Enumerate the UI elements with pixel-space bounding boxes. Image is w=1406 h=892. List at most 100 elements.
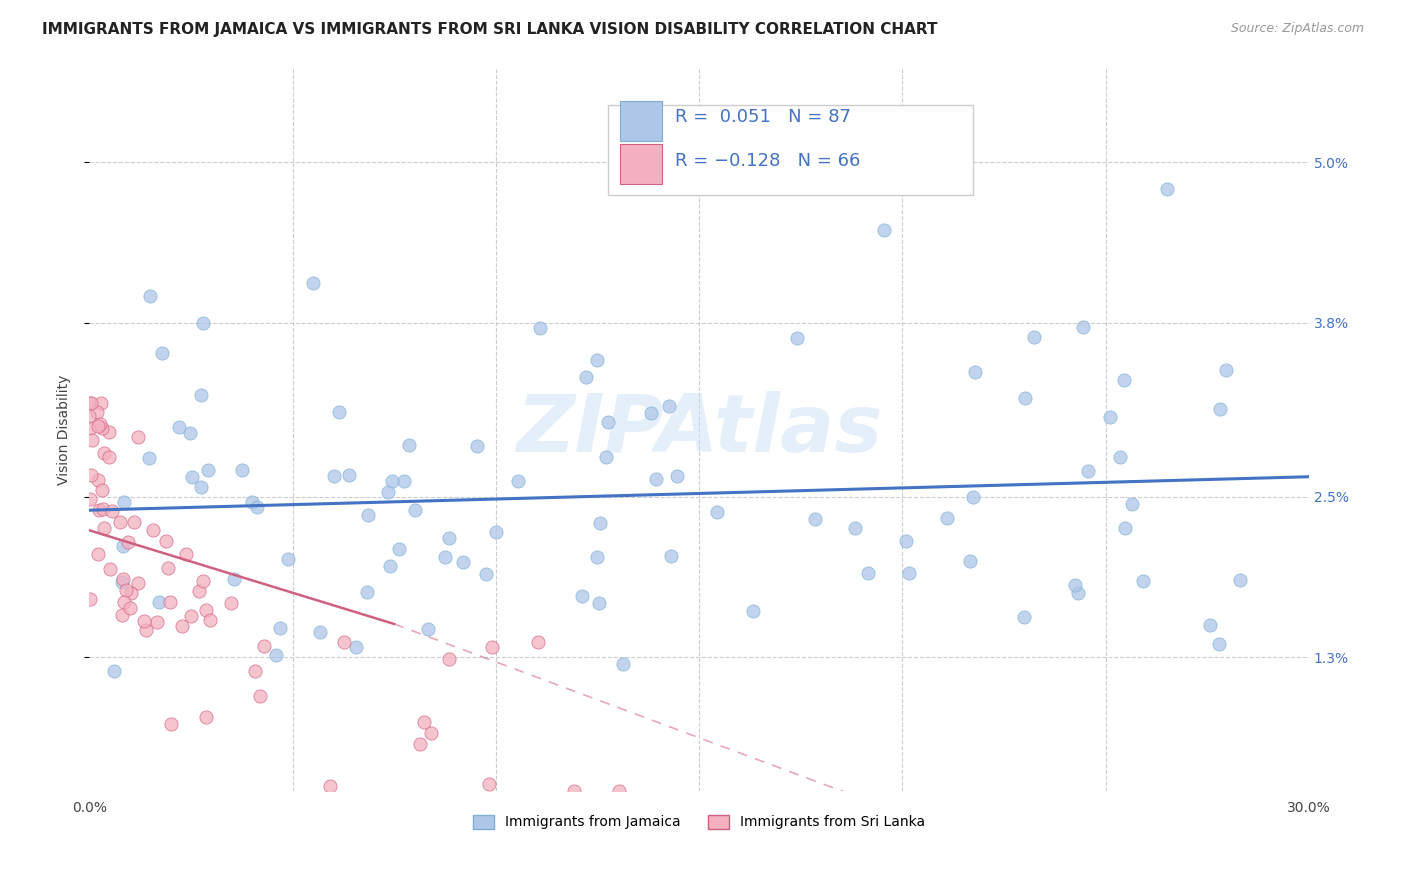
Point: [87, 419, 110, 434]
Point: [357, 508, 380, 523]
Point: [640, 406, 662, 420]
Point: [658, 399, 681, 413]
Point: [197, 463, 219, 477]
Point: [195, 709, 218, 723]
Point: [264, 648, 287, 662]
Point: [706, 506, 728, 520]
Point: [935, 510, 957, 524]
Text: R =  0.051   N = 87: R = 0.051 N = 87: [675, 108, 851, 127]
Point: [437, 531, 460, 545]
Point: [91, 420, 114, 434]
Point: [89, 417, 111, 431]
Point: [231, 463, 253, 477]
Point: [419, 726, 441, 740]
Point: [741, 604, 763, 618]
Point: [856, 566, 879, 581]
Point: [381, 475, 404, 489]
Point: [269, 621, 291, 635]
Point: [1198, 618, 1220, 632]
Point: [896, 533, 918, 548]
Point: [1215, 363, 1237, 377]
Point: [804, 512, 827, 526]
Point: [1067, 586, 1090, 600]
Point: [249, 689, 271, 703]
Point: [111, 575, 134, 590]
Point: [529, 321, 551, 335]
Point: [333, 634, 356, 648]
Point: [118, 601, 141, 615]
Point: [277, 552, 299, 566]
Point: [398, 438, 420, 452]
Point: [301, 276, 323, 290]
Point: [1132, 574, 1154, 588]
Point: [965, 366, 987, 380]
Point: [252, 639, 274, 653]
Point: [122, 516, 145, 530]
Point: [87, 547, 110, 561]
Point: [159, 716, 181, 731]
Point: [97, 425, 120, 439]
Point: [188, 584, 211, 599]
Point: [191, 316, 214, 330]
Point: [195, 603, 218, 617]
Point: [451, 555, 474, 569]
Point: [240, 495, 263, 509]
Point: [1022, 330, 1045, 344]
Point: [478, 777, 501, 791]
Text: IMMIGRANTS FROM JAMAICA VS IMMIGRANTS FROM SRI LANKA VISION DISABILITY CORRELATI: IMMIGRANTS FROM JAMAICA VS IMMIGRANTS FR…: [42, 22, 938, 37]
Point: [474, 566, 496, 581]
Point: [1114, 521, 1136, 535]
Point: [181, 470, 204, 484]
Point: [93, 521, 115, 535]
Point: [1099, 410, 1122, 425]
Point: [174, 548, 197, 562]
Point: [148, 594, 170, 608]
Point: [344, 640, 367, 655]
Point: [1109, 450, 1132, 464]
Point: [155, 534, 177, 549]
Point: [132, 614, 155, 628]
Point: [328, 405, 350, 419]
Point: [87, 503, 110, 517]
Point: [571, 590, 593, 604]
Point: [418, 622, 440, 636]
Point: [465, 439, 488, 453]
Point: [108, 515, 131, 529]
Point: [1229, 573, 1251, 587]
Point: [79, 492, 101, 507]
Point: [135, 624, 157, 638]
Point: [179, 608, 201, 623]
Point: [585, 549, 607, 564]
Point: [77, 409, 100, 423]
Point: [898, 566, 921, 580]
Point: [1064, 578, 1087, 592]
FancyBboxPatch shape: [620, 101, 662, 141]
Point: [588, 596, 610, 610]
Text: ZIPAtlas: ZIPAtlas: [516, 391, 882, 469]
Point: [159, 595, 181, 609]
Point: [145, 615, 167, 629]
Point: [575, 370, 598, 384]
Point: [323, 468, 346, 483]
Point: [404, 502, 426, 516]
Point: [172, 619, 194, 633]
Point: [112, 494, 135, 508]
Point: [659, 549, 682, 563]
Point: [117, 535, 139, 549]
Point: [356, 584, 378, 599]
Point: [138, 451, 160, 466]
Point: [91, 502, 114, 516]
Point: [439, 652, 461, 666]
Point: [319, 779, 342, 793]
Point: [873, 223, 896, 237]
Point: [90, 483, 112, 497]
Point: [1112, 373, 1135, 387]
Point: [93, 446, 115, 460]
Point: [80, 396, 103, 410]
Point: [481, 640, 503, 654]
Point: [90, 396, 112, 410]
Point: [127, 430, 149, 444]
Point: [103, 664, 125, 678]
Point: [408, 737, 430, 751]
Point: [962, 491, 984, 505]
